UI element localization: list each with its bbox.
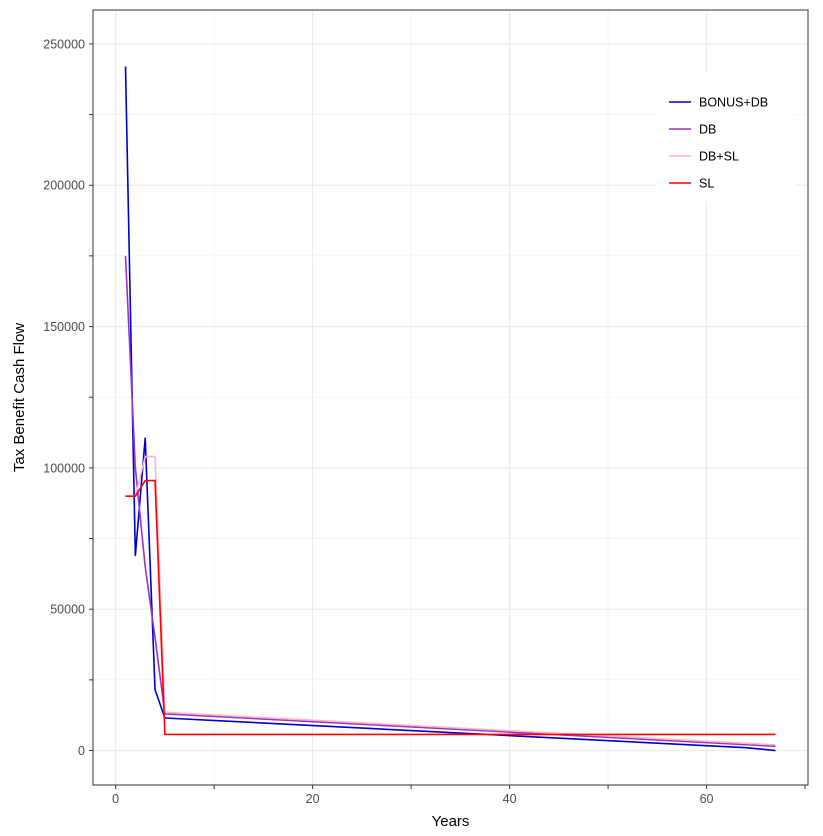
- y-tick-label: 150000: [43, 320, 85, 334]
- series-line-bonus-db: [124, 66, 776, 752]
- x-axis-title: Years: [432, 813, 470, 830]
- legend-background: [657, 72, 795, 202]
- series-line-db: [124, 255, 776, 748]
- y-tick-label: 250000: [43, 37, 85, 51]
- y-tick-label: 100000: [43, 461, 85, 475]
- y-axis: 0 50000 100000 150000 200000 250000: [43, 37, 93, 758]
- legend-label: DB: [699, 123, 716, 137]
- legend-label: DB+SL: [699, 150, 739, 164]
- x-axis: 0 20 40 60: [112, 785, 806, 806]
- x-tick-label: 60: [700, 792, 714, 806]
- x-tick-label: 0: [112, 792, 119, 806]
- y-tick-label: 50000: [50, 603, 85, 617]
- legend-label: BONUS+DB: [699, 96, 768, 110]
- grid-major: [93, 10, 808, 785]
- y-tick-label: 0: [78, 744, 85, 758]
- series-lines: [124, 66, 776, 752]
- x-tick-label: 20: [306, 792, 320, 806]
- legend-label: SL: [699, 177, 714, 191]
- series-line-sl: [125, 479, 776, 736]
- y-axis-title: Tax Benefit Cash Flow: [11, 323, 28, 472]
- grid-minor: [93, 10, 808, 785]
- legend: BONUS+DB DB DB+SL SL: [657, 72, 795, 202]
- x-tick-label: 40: [503, 792, 517, 806]
- y-tick-label: 200000: [43, 179, 85, 193]
